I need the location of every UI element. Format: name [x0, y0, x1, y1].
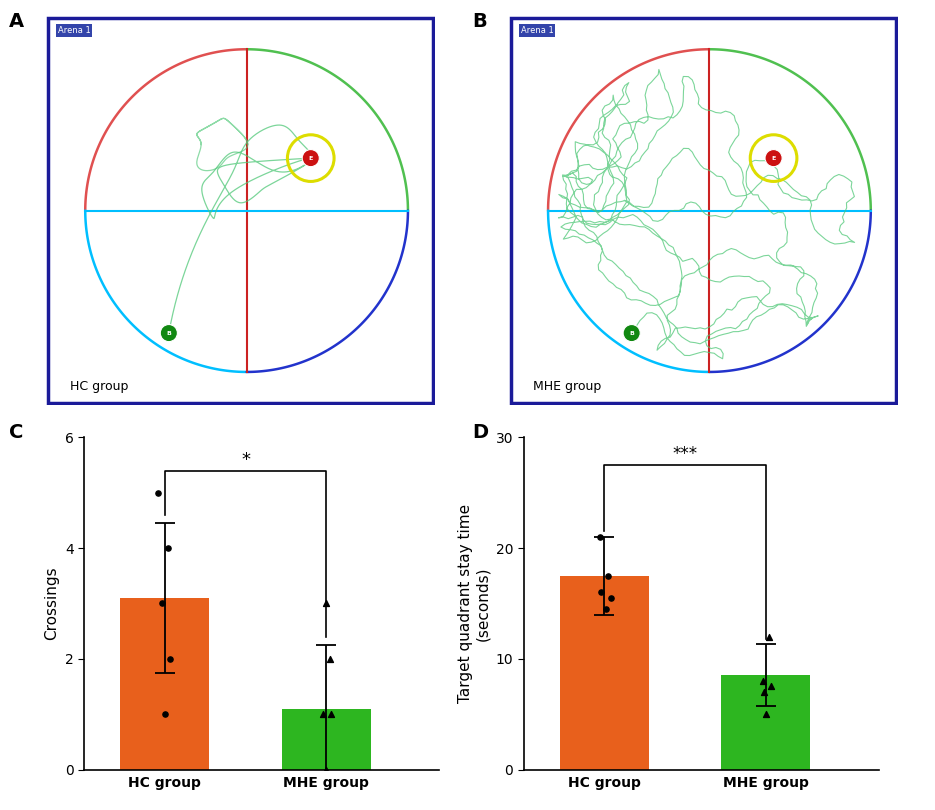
Point [592, 531, 607, 544]
Point [163, 652, 178, 665]
Text: A: A [9, 12, 24, 31]
Circle shape [765, 150, 782, 167]
Point [594, 586, 609, 599]
Point [154, 597, 169, 610]
Point [756, 685, 771, 698]
Bar [282, 709, 371, 770]
Text: D: D [472, 423, 488, 441]
Point [762, 630, 777, 643]
Text: MHE group: MHE group [533, 381, 601, 394]
Point [598, 603, 613, 616]
Point [755, 675, 770, 688]
Circle shape [302, 150, 319, 167]
Bar [722, 676, 811, 770]
Text: HC group: HC group [70, 381, 128, 394]
Point [161, 542, 176, 555]
Point [323, 652, 338, 665]
Y-axis label: Crossings: Crossings [44, 567, 59, 640]
Y-axis label: Target quadrant stay time
(seconds): Target quadrant stay time (seconds) [457, 504, 490, 703]
Text: ***: *** [672, 445, 698, 463]
Circle shape [160, 325, 178, 342]
Point [319, 763, 334, 776]
Point [603, 591, 618, 604]
Bar [560, 576, 649, 770]
Point [600, 569, 615, 582]
FancyBboxPatch shape [49, 18, 433, 403]
Circle shape [623, 325, 640, 342]
Point [319, 597, 334, 610]
Point [157, 708, 172, 721]
Text: Arena 1: Arena 1 [58, 26, 91, 35]
FancyBboxPatch shape [511, 18, 896, 403]
Bar [121, 598, 209, 770]
Point [151, 486, 165, 499]
Text: Arena 1: Arena 1 [521, 26, 554, 35]
Text: B: B [166, 330, 171, 335]
Text: *: * [241, 451, 251, 469]
Point [316, 708, 331, 721]
Text: B: B [472, 12, 487, 31]
Text: C: C [9, 423, 23, 441]
Text: E: E [309, 156, 313, 160]
Point [763, 680, 778, 693]
Point [324, 708, 338, 721]
Text: E: E [771, 156, 776, 160]
Text: B: B [629, 330, 634, 335]
Point [758, 708, 773, 721]
